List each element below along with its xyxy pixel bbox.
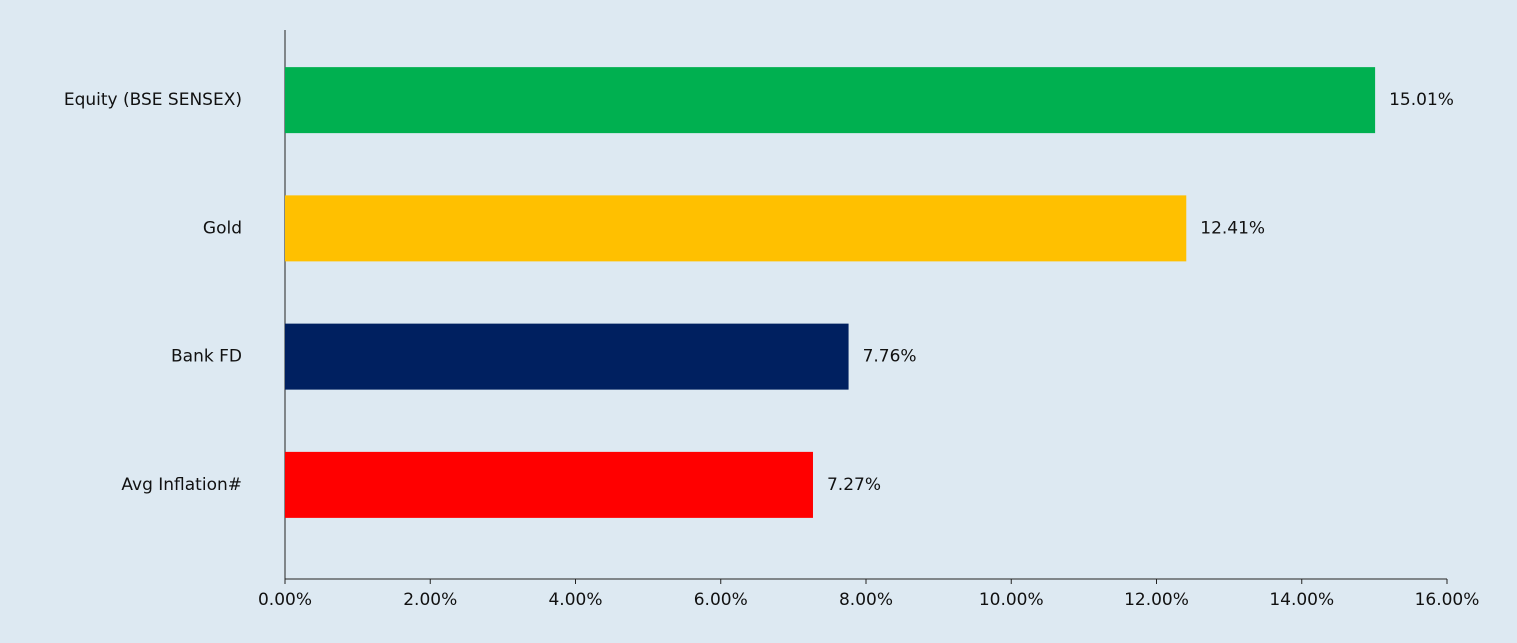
bar [285, 451, 813, 518]
y-tick-label: Gold [203, 218, 242, 238]
y-tick-label: Bank FD [171, 347, 242, 367]
x-tick-label: 6.00% [694, 590, 748, 610]
value-label: 12.41% [1200, 218, 1265, 238]
y-tick-label: Equity (BSE SENSEX) [64, 90, 242, 110]
y-tick-label: Avg Inflation# [121, 475, 242, 495]
bar [285, 323, 849, 390]
value-label: 15.01% [1389, 90, 1454, 110]
value-label: 7.27% [827, 475, 881, 495]
x-tick-label: 4.00% [548, 590, 602, 610]
x-tick-label: 14.00% [1269, 590, 1334, 610]
value-label: 7.76% [863, 347, 917, 367]
x-tick-label: 8.00% [839, 590, 893, 610]
x-tick-label: 16.00% [1415, 590, 1480, 610]
bar [285, 195, 1187, 262]
x-tick-label: 0.00% [258, 590, 312, 610]
x-tick-label: 2.00% [403, 590, 457, 610]
bar [285, 67, 1376, 134]
x-tick-label: 10.00% [979, 590, 1044, 610]
x-tick-label: 12.00% [1124, 590, 1189, 610]
